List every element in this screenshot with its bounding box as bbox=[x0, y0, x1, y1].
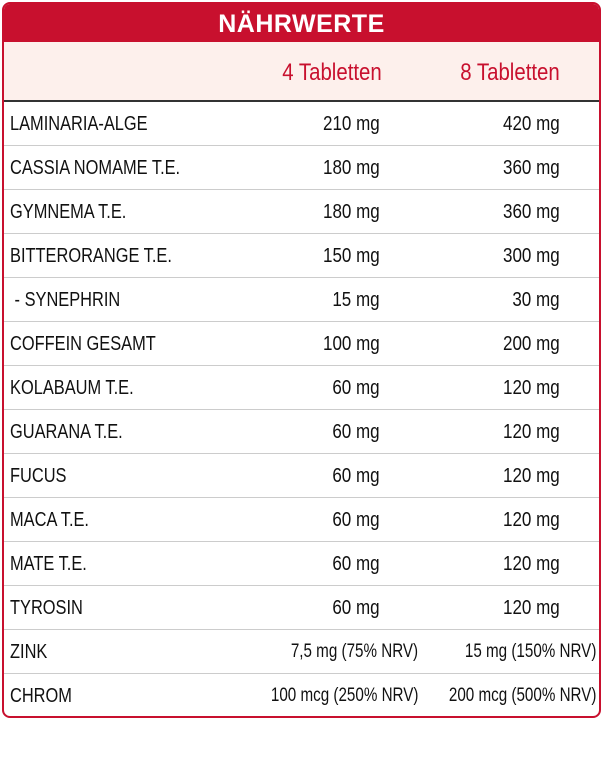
amount: 360 mg bbox=[503, 157, 560, 179]
amount: 120 mg bbox=[503, 597, 560, 619]
nutrition-table: NÄHRWERTE 4 Tabletten 8 Tabletten LAMINA… bbox=[2, 2, 601, 718]
table-row: GYMNEMA T.E. 180 mg 360 mg bbox=[4, 190, 599, 234]
amount: 180 mg bbox=[323, 201, 380, 223]
amount: 200 mcg (500% NRV) bbox=[448, 685, 596, 706]
ingredient-name: FUCUS bbox=[10, 465, 67, 487]
amount: 60 mg bbox=[332, 421, 380, 443]
amount: 60 mg bbox=[332, 553, 380, 575]
ingredient-name: GYMNEMA T.E. bbox=[10, 201, 127, 223]
ingredient-name: MATE T.E. bbox=[10, 553, 87, 575]
table-row: COFFEIN GESAMT 100 mg 200 mg bbox=[4, 322, 599, 366]
table-row: LAMINARIA-ALGE 210 mg 420 mg bbox=[4, 102, 599, 146]
table-body: LAMINARIA-ALGE 210 mg 420 mg CASSIA NOMAME … bbox=[4, 102, 599, 716]
amount: 15 mg (150% NRV) bbox=[464, 641, 596, 662]
ingredient-name: KOLABAUM T.E. bbox=[10, 377, 134, 399]
table-row: MACA T.E. 60 mg 120 mg bbox=[4, 498, 599, 542]
amount: 60 mg bbox=[332, 465, 380, 487]
amount: 180 mg bbox=[323, 157, 380, 179]
amount: 120 mg bbox=[503, 421, 560, 443]
ingredient-name: TYROSIN bbox=[10, 597, 83, 619]
ingredient-name: COFFEIN GESAMT bbox=[10, 333, 156, 355]
amount: 120 mg bbox=[503, 465, 560, 487]
column-header: 4 Tabletten bbox=[282, 59, 382, 86]
table-row: BITTERORANGE T.E. 150 mg 300 mg bbox=[4, 234, 599, 278]
amount: 100 mcg (250% NRV) bbox=[270, 685, 418, 706]
ingredient-name: CHROM bbox=[10, 685, 72, 707]
amount: 15 mg bbox=[332, 289, 380, 311]
amount: 210 mg bbox=[323, 113, 380, 135]
amount: 100 mg bbox=[323, 333, 380, 355]
ingredient-name: MACA T.E. bbox=[10, 509, 89, 531]
table-row: - SYNEPHRIN 15 mg 30 mg bbox=[4, 278, 599, 322]
amount: 60 mg bbox=[332, 597, 380, 619]
table-row: CASSIA NOMAME T.E. 180 mg 360 mg bbox=[4, 146, 599, 190]
ingredient-name: CASSIA NOMAME T.E. bbox=[10, 157, 181, 179]
ingredient-name: LAMINARIA-ALGE bbox=[10, 113, 148, 135]
table-row: FUCUS 60 mg 120 mg bbox=[4, 454, 599, 498]
amount: 120 mg bbox=[503, 377, 560, 399]
amount: 120 mg bbox=[503, 553, 560, 575]
table-row: MATE T.E. 60 mg 120 mg bbox=[4, 542, 599, 586]
ingredient-name: BITTERORANGE T.E. bbox=[10, 245, 172, 267]
amount: 300 mg bbox=[503, 245, 560, 267]
table-row: TYROSIN 60 mg 120 mg bbox=[4, 586, 599, 630]
table-row: ZINK 7,5 mg (75% NRV) 15 mg (150% NRV) bbox=[4, 630, 599, 674]
amount: 420 mg bbox=[503, 113, 560, 135]
column-header: 8 Tabletten bbox=[460, 59, 560, 86]
table-row: GUARANA T.E. 60 mg 120 mg bbox=[4, 410, 599, 454]
column-header-row: 4 Tabletten 8 Tabletten bbox=[4, 42, 599, 102]
amount: 360 mg bbox=[503, 201, 560, 223]
amount: 7,5 mg (75% NRV) bbox=[290, 641, 418, 662]
amount: 60 mg bbox=[332, 509, 380, 531]
ingredient-name: - SYNEPHRIN bbox=[10, 289, 121, 311]
amount: 150 mg bbox=[323, 245, 380, 267]
table-row: KOLABAUM T.E. 60 mg 120 mg bbox=[4, 366, 599, 410]
ingredient-name: GUARANA T.E. bbox=[10, 421, 123, 443]
amount: 60 mg bbox=[332, 377, 380, 399]
table-row: CHROM 100 mcg (250% NRV) 200 mcg (500% NRV… bbox=[4, 674, 599, 716]
amount: 30 mg bbox=[512, 289, 560, 311]
amount: 120 mg bbox=[503, 509, 560, 531]
table-title: NÄHRWERTE bbox=[4, 4, 599, 42]
amount: 200 mg bbox=[503, 333, 560, 355]
ingredient-name: ZINK bbox=[10, 641, 48, 663]
